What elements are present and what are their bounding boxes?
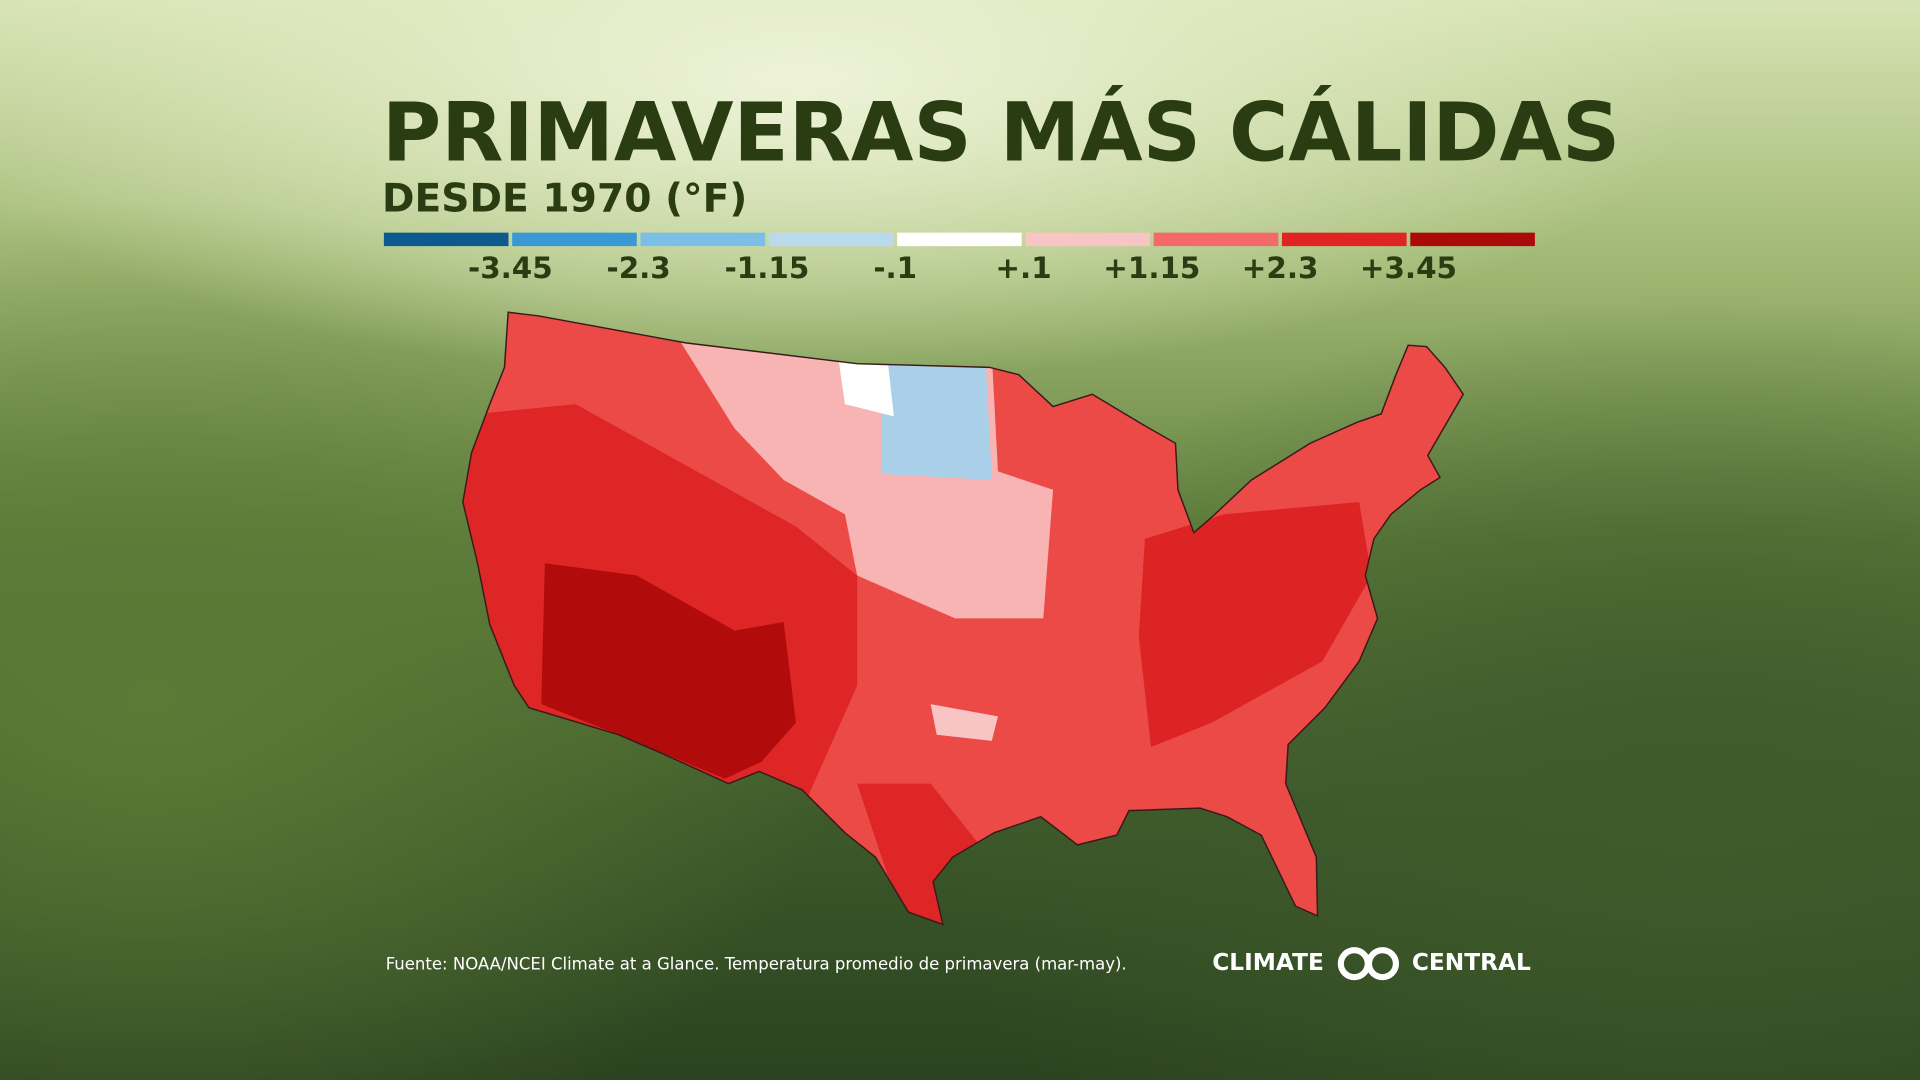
legend-label: +.1: [995, 251, 1051, 285]
logo-text: CLIMATE: [1212, 949, 1324, 976]
logo: CLIMATE CENTRAL: [1212, 947, 1531, 981]
title: PRIMAVERAS MÁS CÁLIDAS: [382, 85, 1620, 180]
legend-swatch: [1153, 232, 1279, 247]
logo-text: CENTRAL: [1412, 949, 1531, 976]
logo-ring: [1365, 947, 1399, 981]
legend-label: -2.3: [607, 251, 671, 285]
legend-swatch: [512, 232, 637, 247]
legend-swatch: [383, 232, 509, 247]
legend-swatch: [897, 232, 1022, 247]
legend-swatch: [1281, 232, 1407, 247]
legend-label: +3.45: [1360, 251, 1457, 285]
legend-label: -3.45: [468, 251, 553, 285]
legend-swatch: [1410, 232, 1535, 247]
legend-label: -.1: [873, 251, 917, 285]
us-map: [462, 311, 1464, 926]
source-note: Fuente: NOAA/NCEI Climate at a Glance. T…: [386, 954, 1127, 973]
legend-swatch: [768, 232, 894, 247]
legend: -3.45 -2.3 -1.15 -.1 +.1 +1.15 +2.3 +3.45: [383, 232, 1535, 285]
legend-swatch: [1025, 232, 1150, 247]
legend-swatch: [640, 232, 766, 247]
subtitle: DESDE 1970 (°F): [382, 176, 747, 221]
legend-label: +2.3: [1242, 251, 1319, 285]
logo-ring: [1337, 947, 1371, 981]
legend-label: +1.15: [1103, 251, 1200, 285]
legend-label: -1.15: [725, 251, 810, 285]
